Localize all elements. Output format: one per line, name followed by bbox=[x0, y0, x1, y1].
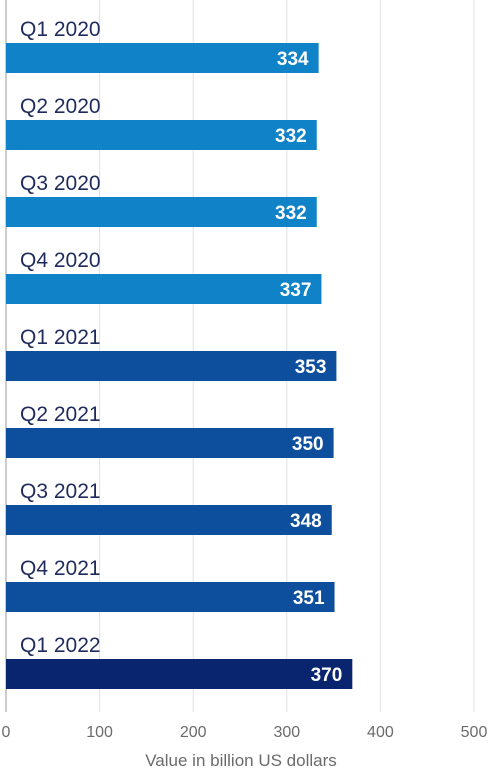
bar bbox=[6, 351, 337, 381]
data-label: 351 bbox=[293, 588, 325, 609]
x-tick-label: 100 bbox=[86, 724, 113, 741]
data-label: 350 bbox=[292, 434, 324, 455]
x-tick-label: 0 bbox=[2, 724, 11, 741]
x-axis-ticks: 0 100 200 300 400 500 bbox=[2, 724, 488, 741]
data-label: 332 bbox=[275, 126, 307, 147]
data-label: 332 bbox=[275, 203, 307, 224]
x-axis-title: Value in billion US dollars bbox=[145, 751, 337, 770]
data-label: 353 bbox=[295, 357, 327, 378]
bar bbox=[6, 120, 317, 150]
category-label: Q2 2021 bbox=[20, 403, 101, 426]
category-label: Q2 2020 bbox=[20, 95, 101, 118]
category-label: Q1 2021 bbox=[20, 326, 101, 349]
bar bbox=[6, 197, 317, 227]
bars: Q1 2020 334 Q2 2020 332 Q3 2020 332 Q4 2020 337… bbox=[6, 18, 353, 689]
bar bbox=[6, 428, 334, 458]
x-tick-label: 200 bbox=[180, 724, 207, 741]
category-label: Q3 2020 bbox=[20, 172, 101, 195]
bar bbox=[6, 659, 353, 689]
category-label: Q1 2022 bbox=[20, 634, 101, 657]
x-tick-label: 400 bbox=[367, 724, 394, 741]
data-label: 348 bbox=[290, 511, 322, 532]
data-label: 334 bbox=[277, 49, 309, 70]
category-label: Q1 2020 bbox=[20, 18, 101, 41]
x-tick-label: 500 bbox=[461, 724, 488, 741]
bar bbox=[6, 43, 319, 73]
category-label: Q4 2021 bbox=[20, 557, 101, 580]
data-label: 370 bbox=[311, 665, 343, 686]
category-label: Q3 2021 bbox=[20, 480, 101, 503]
data-label: 337 bbox=[280, 280, 312, 301]
category-label: Q4 2020 bbox=[20, 249, 101, 272]
bar bbox=[6, 274, 322, 304]
x-tick-label: 300 bbox=[273, 724, 300, 741]
bar bbox=[6, 582, 335, 612]
bar bbox=[6, 505, 332, 535]
